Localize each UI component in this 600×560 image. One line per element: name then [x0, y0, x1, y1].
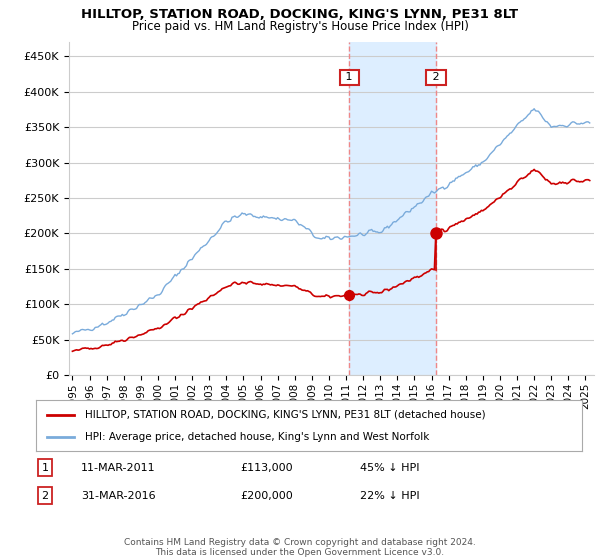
Text: 1: 1	[342, 72, 356, 82]
Bar	[349, 42, 436, 375]
Text: 45% ↓ HPI: 45% ↓ HPI	[360, 463, 419, 473]
Text: £113,000: £113,000	[240, 463, 293, 473]
Text: 1: 1	[41, 463, 49, 473]
Text: Price paid vs. HM Land Registry's House Price Index (HPI): Price paid vs. HM Land Registry's House …	[131, 20, 469, 32]
Text: 2: 2	[429, 72, 443, 82]
Text: HILLTOP, STATION ROAD, DOCKING, KING'S LYNN, PE31 8LT (detached house): HILLTOP, STATION ROAD, DOCKING, KING'S L…	[85, 409, 486, 419]
Text: £200,000: £200,000	[240, 491, 293, 501]
Text: HPI: Average price, detached house, King's Lynn and West Norfolk: HPI: Average price, detached house, King…	[85, 432, 430, 442]
Text: 11-MAR-2011: 11-MAR-2011	[81, 463, 155, 473]
Text: 22% ↓ HPI: 22% ↓ HPI	[360, 491, 419, 501]
Text: HILLTOP, STATION ROAD, DOCKING, KING'S LYNN, PE31 8LT: HILLTOP, STATION ROAD, DOCKING, KING'S L…	[82, 8, 518, 21]
Text: Contains HM Land Registry data © Crown copyright and database right 2024.
This d: Contains HM Land Registry data © Crown c…	[124, 538, 476, 557]
Text: 31-MAR-2016: 31-MAR-2016	[81, 491, 155, 501]
Text: 2: 2	[41, 491, 49, 501]
